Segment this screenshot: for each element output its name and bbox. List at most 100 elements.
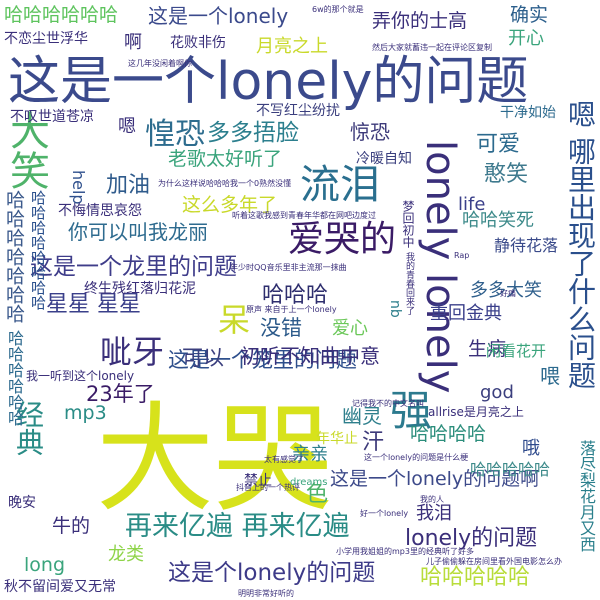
- word-cute: 可爱: [476, 132, 521, 157]
- word-comment-3: 然后大家就蓄违一起在评论区复制: [372, 43, 492, 52]
- word-happy: 开心: [508, 28, 544, 49]
- word-panic: 惶恐: [145, 117, 205, 152]
- word-comment-15: 太有感觉了: [264, 455, 304, 464]
- word-niu: 牛的: [52, 515, 91, 537]
- word-shocked: 惊恐: [350, 120, 390, 144]
- word-autumn: 秋不留间爱又无常: [4, 579, 116, 595]
- word-heard-lonely: 我一听到这个lonely: [26, 369, 135, 383]
- word-laugh: 大笑: [3, 110, 49, 190]
- word-strong: 强: [390, 386, 433, 435]
- word-dumb: 呆: [218, 301, 251, 339]
- word-lonely-question-3: lonely的问题: [405, 526, 538, 551]
- word-disco: 弄你的士高: [372, 10, 468, 32]
- word-rap: Rap: [454, 251, 470, 260]
- word-long: long: [24, 554, 66, 576]
- word-nb: nb: [387, 300, 403, 318]
- word-comment-14: 抖音上的一个热评: [236, 483, 300, 492]
- word-dreams: dreams: [290, 477, 328, 488]
- word-dodo-laugh: 多多大笑: [470, 280, 542, 301]
- word-23-years: 23年了: [86, 382, 155, 406]
- word-big-cry: 大哭: [96, 390, 333, 528]
- word-this-is-lonely: 这是一个lonely: [148, 4, 289, 28]
- word-first-listen: 初听不知曲中意: [240, 344, 380, 368]
- word-warm-cold: 冷暖自知: [356, 151, 412, 167]
- word-where-problem: 嗯 哪里出现了什么问题: [564, 100, 597, 389]
- word-dragon-class: 龙类: [108, 544, 144, 565]
- word-god: god: [480, 382, 514, 403]
- word-youth-stop: 年华止: [316, 431, 358, 447]
- word-again-again: 再来亿遍 再来亿遍: [125, 511, 350, 542]
- word-grin: 呲牙: [100, 333, 165, 371]
- word-comment-7: 好痛: [500, 289, 516, 298]
- word-goodnight: 晚安: [8, 495, 36, 511]
- word-tears: 流泪: [300, 162, 380, 208]
- word-comment-12: 儿子偷偷躲在房间里看外国电影怎么办: [426, 557, 562, 566]
- word-call-me-longli: 你可以叫我龙丽: [68, 220, 208, 244]
- word-lonely-question-2: 这是个lonely的问题: [168, 560, 376, 586]
- word-haha-6-left2: 哈哈哈哈哈哈: [5, 330, 24, 426]
- word-comment-10: 记得我不的中文名叫: [352, 399, 424, 408]
- word-leisure-flowers: 闲看花开: [486, 342, 547, 360]
- word-comment-5: 听着这歌我感到青春年华都在网吧边度过: [232, 211, 376, 220]
- word-silly-smile: 憨笑: [484, 162, 529, 187]
- word-comment-4: 为什么这样说哈哈哈我一个0熟然没懂: [158, 179, 292, 188]
- word-my-tears: 我泪: [416, 503, 452, 524]
- word-oh: 哦: [522, 438, 540, 459]
- word-pear-blossom: 落尽梨花月又西: [577, 440, 596, 552]
- word-indeed: 确实: [510, 4, 549, 26]
- word-comment-11: 小学用我姐姐的mp3里的经典听了好多: [336, 547, 474, 556]
- word-hey: 喂: [540, 364, 560, 388]
- word-wait-flowers: 静待花落: [494, 236, 559, 255]
- word-mp3: mp3: [64, 402, 107, 424]
- word-ok: 可以: [182, 346, 224, 370]
- word-comment-17: 我的人: [420, 495, 444, 504]
- word-comment-16: 这一个lonely的问题是什么梗: [364, 453, 469, 462]
- word-en: 嗯: [118, 116, 136, 137]
- word-kiss: 亲亲: [292, 444, 328, 465]
- word-facepalm: 多多捂脸: [207, 120, 299, 146]
- word-classic-return: 重回金典: [430, 303, 502, 324]
- word-haha-6-top: 哈哈哈哈哈哈: [4, 4, 119, 26]
- word-comment-6: 年少时QQ音乐里非主流那一抹曲: [230, 263, 347, 272]
- word-comment-9: allrise是月亮之上: [428, 405, 524, 419]
- word-no-sigh: 不叹世道苍凉: [10, 109, 94, 125]
- word-comment-19: 我的青春回来了: [404, 252, 414, 315]
- word-hahaha: 哈哈哈: [262, 283, 329, 308]
- word-haha-8-left: 哈哈哈哈哈哈哈哈: [29, 190, 47, 310]
- word-crybaby: 爱哭的: [288, 219, 397, 260]
- word-laugh-dead: 哈哈笑死: [462, 210, 534, 231]
- word-haha-7-left: 哈哈哈哈哈哈哈: [3, 190, 25, 323]
- word-right: 没错: [260, 316, 302, 340]
- word-no-regret: 不悔情思哀怨: [58, 203, 142, 219]
- word-comment-13: 明明非常好听的: [238, 589, 294, 598]
- word-comment-20: 梦回初中: [401, 200, 415, 248]
- word-haha-4: 哈哈哈哈: [410, 423, 487, 445]
- word-no-write-dust: 不写红尘纷扰: [256, 103, 340, 119]
- word-heart: 爱心: [332, 318, 368, 339]
- word-haha-5-right: 哈哈哈哈哈: [470, 460, 551, 479]
- word-classic: 经典: [12, 400, 45, 456]
- word-old-songs: 老歌太好听了: [168, 148, 283, 170]
- word-cheer: 加油: [106, 173, 151, 198]
- word-sick: 生病: [468, 338, 507, 360]
- word-dragon-question: 这是一个龙里的问题: [30, 254, 237, 280]
- word-color: 色: [306, 482, 329, 507]
- word-fading-red: 终生残红落归花泥: [84, 281, 196, 297]
- word-so-many-years: 这么多年了: [182, 194, 278, 216]
- word-lonely-lonely: lonely lonely: [417, 140, 463, 394]
- word-haha-5-green: 哈哈哈哈哈: [420, 565, 531, 590]
- word-comment-1: 这几年没闲着啊你: [128, 59, 192, 68]
- word-lonely-question-ah: 这是一个lonely的问题啊: [330, 468, 540, 490]
- word-flowers-fade: 花败非伤: [170, 35, 226, 51]
- word-no-love-world: 不恋尘世浮华: [4, 31, 88, 47]
- word-above-moon: 月亮之上: [256, 36, 328, 57]
- word-life: life: [458, 194, 486, 215]
- word-clean: 干净如始: [500, 105, 556, 121]
- word-forbid: 禁止: [244, 473, 272, 489]
- word-ah: 啊: [124, 32, 142, 53]
- word-lonely-question-main: 这是一个lonely的问题: [8, 52, 529, 112]
- word-ghost: 幽灵: [342, 404, 382, 428]
- word-cage-question: 这是一个笼里的问题: [168, 348, 357, 372]
- word-stars: 星星 星星: [46, 292, 141, 317]
